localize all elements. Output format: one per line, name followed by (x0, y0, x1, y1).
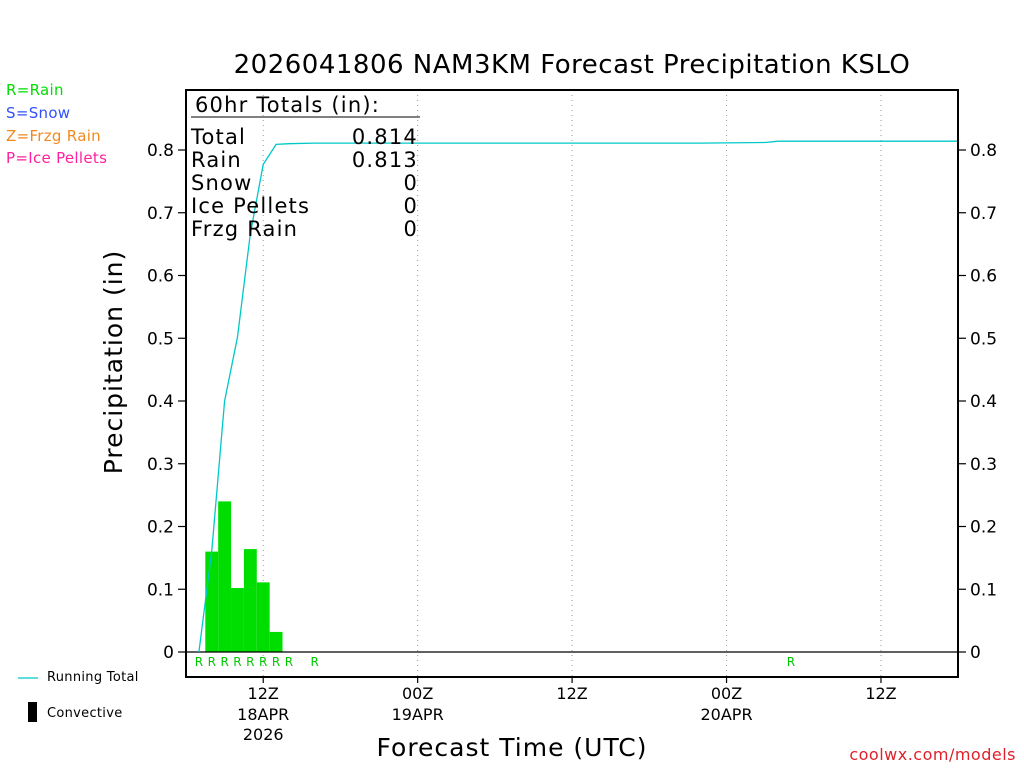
y-tick-label-left: 0.1 (147, 580, 174, 600)
x-tick-label-date: 18APR (237, 705, 289, 724)
ptype-marker: R (259, 655, 267, 669)
totals-header: 60hr Totals (in): (195, 93, 380, 117)
legend-frzg-rain: Z=Frzg Rain (6, 127, 101, 145)
ptype-marker: R (272, 655, 280, 669)
x-axis-label: Forecast Time (UTC) (376, 733, 648, 762)
x-tick-label-time: 12Z (556, 684, 587, 703)
y-tick-label-left: 0.4 (147, 392, 174, 412)
totals-row-label: Frzg Rain (191, 217, 298, 241)
y-axis-label: Precipitation (in) (99, 250, 128, 475)
y-tick-label-right: 0 (970, 643, 981, 663)
totals-row-value: 0.813 (352, 148, 418, 172)
ptype-marker: R (208, 655, 216, 669)
y-tick-label-left: 0.7 (147, 204, 174, 224)
totals-row-value: 0.814 (352, 125, 418, 149)
precip-bar (218, 501, 232, 652)
ptype-marker: R (246, 655, 254, 669)
precip-bar (256, 582, 270, 652)
totals-row-value: 0 (403, 194, 418, 218)
y-tick-label-right: 0.1 (970, 580, 997, 600)
ptype-marker: R (220, 655, 228, 669)
y-tick-label-left: 0.3 (147, 455, 174, 475)
y-tick-label-left: 0.6 (147, 267, 174, 287)
x-tick-label-time: 12Z (248, 684, 279, 703)
y-tick-label-right: 0.2 (970, 518, 997, 538)
y-tick-label-right: 0.6 (970, 267, 997, 287)
y-tick-label-left: 0.5 (147, 329, 174, 349)
totals-row-value: 0 (403, 171, 418, 195)
ptype-marker: R (787, 655, 795, 669)
x-tick-label-time: 00Z (711, 684, 742, 703)
precip-bar (269, 631, 283, 652)
x-tick-label-date: 19APR (392, 705, 444, 724)
y-tick-label-right: 0.7 (970, 204, 997, 224)
running-total-line (198, 140, 959, 653)
x-tick-label-date: 20APR (701, 705, 753, 724)
x-tick-label-time: 00Z (402, 684, 433, 703)
legend-running-total-label: Running Total (47, 670, 139, 685)
ptype-marker: R (285, 655, 293, 669)
precip-bar (205, 551, 219, 652)
totals-row-label: Snow (191, 171, 252, 195)
legend-ice-pellets: P=Ice Pellets (6, 149, 108, 167)
watermark: coolwx.com/models (849, 745, 1016, 764)
plot-frame (185, 89, 959, 678)
precip-bar (231, 587, 244, 652)
ptype-marker: R (233, 655, 241, 669)
totals-row-label: Rain (191, 148, 242, 172)
y-tick-label-right: 0.4 (970, 392, 997, 412)
y-tick-label-right: 0.5 (970, 329, 997, 349)
legend-rain: R=Rain (6, 81, 64, 99)
y-tick-label-right: 0.3 (970, 455, 997, 475)
y-tick-label-right: 0.8 (970, 141, 997, 161)
totals-row-label: Total (190, 125, 246, 149)
legend-convective-swatch (28, 702, 37, 722)
totals-row-label: Ice Pellets (191, 194, 310, 218)
x-tick-label-time: 12Z (865, 684, 896, 703)
chart-title: 2026041806 NAM3KM Forecast Precipitation… (233, 50, 911, 80)
ptype-marker: R (195, 655, 203, 669)
y-tick-label-left: 0.2 (147, 518, 174, 538)
y-tick-label-left: 0.8 (147, 141, 174, 161)
x-tick-label-year: 2026 (243, 725, 284, 744)
precip-bar (243, 549, 257, 652)
totals-row-value: 0 (403, 217, 418, 241)
ptype-marker: R (311, 655, 319, 669)
legend-convective-label: Convective (47, 706, 123, 721)
y-tick-label-left: 0 (163, 643, 174, 663)
legend-snow: S=Snow (6, 104, 71, 122)
